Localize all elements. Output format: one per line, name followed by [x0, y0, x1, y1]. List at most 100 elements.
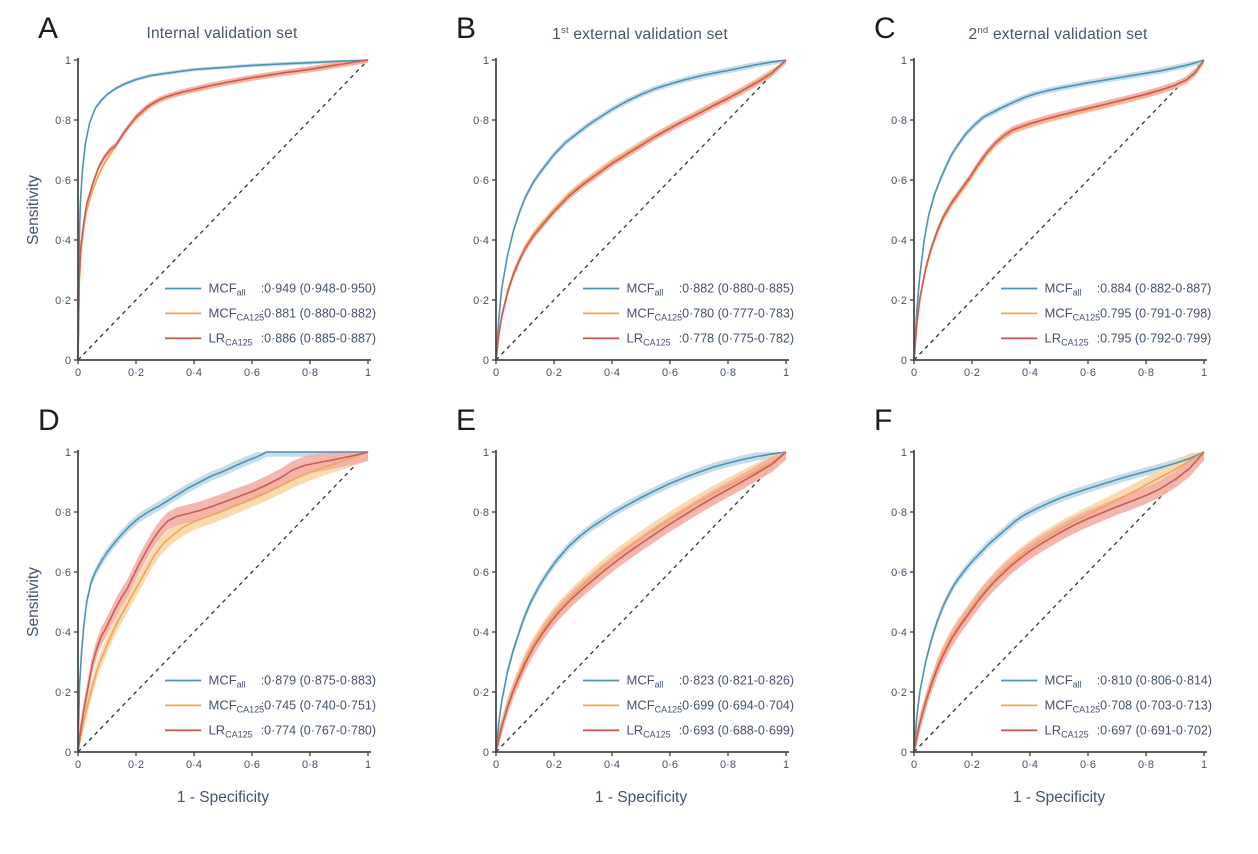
legend-label-base: LR — [627, 722, 644, 737]
legend-auc-value-mcf_ca125: :0·708 (0·703-0·713) — [1097, 698, 1212, 712]
legend-label-base: MCF — [627, 673, 655, 688]
legend-label-mcf_all: MCFall — [209, 673, 246, 690]
legend: MCFall:0.884 (0·882-0·887)MCFCA125:0.795… — [1001, 281, 1212, 347]
legend-auc-value-mcf_ca125: :0·745 (0·740-0·751) — [261, 698, 376, 712]
x-tick-label: 0·2 — [128, 367, 144, 379]
x-tick-label: 0 — [493, 367, 499, 379]
y-tick-label: 0·8 — [55, 507, 71, 519]
ci-band-mcf_ca125 — [78, 452, 368, 752]
legend-label-lr_ca125: LRCA125 — [1045, 722, 1089, 739]
legend-label-mcf_all: MCFall — [209, 281, 246, 298]
axes — [77, 450, 371, 753]
legend: MCFall:0·882 (0·880-0·885)MCFCA125:0·780… — [583, 281, 794, 347]
diagonal-reference-line — [495, 59, 787, 361]
legend-label-mcf_all: MCFall — [1045, 673, 1082, 690]
diagonal-reference-line — [77, 59, 369, 361]
legend-label-subscript: CA125 — [643, 729, 671, 739]
y-tick-label: 0·6 — [891, 175, 907, 187]
legend-auc-value-lr_ca125: :0·778 (0·775-0·782) — [679, 331, 794, 345]
y-tick-label: 0·2 — [473, 687, 489, 699]
x-tick-label: 0·8 — [302, 367, 318, 379]
roc-plot-f: 00 0·2 0·2 0·4 0·4 0·6 0·6 0·8 0·8 1 1 1 - Specific… — [891, 447, 1212, 806]
legend-auc-value-lr_ca125: :0·886 (0·885-0·887) — [261, 331, 376, 345]
y-tick-label: 0·6 — [891, 567, 907, 579]
panel-letter: D — [38, 404, 60, 437]
legend-label-lr_ca125: LRCA125 — [209, 330, 253, 347]
y-tick-label: 0·8 — [891, 115, 907, 127]
panel-e: E 0 0 0·2 0·2 0·4 0·4 0·6 0·6 0·8 0·8 1 1 1 - Specifi… — [440, 404, 840, 816]
y-tick-label: 1 — [901, 447, 907, 459]
roc-curve-mcf_all — [77, 451, 368, 753]
roc-plot-d: 00 0·2 0·2 0·4 0·4 0·6 0·6 0·8 0·8 1 1 Sensitivity 1… — [25, 447, 376, 806]
title-text: 2 — [968, 26, 978, 44]
axes — [495, 58, 789, 361]
y-tick-label: 0·6 — [55, 175, 71, 187]
legend-auc-value-mcf_ca125: :0·699 (0·694-0·704) — [679, 698, 794, 712]
title-superscript: st — [560, 25, 569, 36]
panel-header: F — [858, 404, 1258, 442]
roc-figure: A Internal validation set 0 0 0·2 0·2 0·4 0·4 0·… — [22, 12, 1258, 816]
figure-row-top: A Internal validation set 0 0 0·2 0·2 0·4 0·4 0·… — [22, 12, 1258, 388]
title-text: Internal validation set — [146, 25, 298, 42]
legend-label-subscript: CA125 — [643, 337, 671, 347]
roc-curve-mcf_all — [495, 451, 787, 753]
roc-curve-mcf_ca125 — [495, 451, 787, 753]
legend-auc-value-lr_ca125: :0·697 (0·691-0·702) — [1097, 723, 1212, 737]
legend: MCFall:0·823 (0·821-0·826)MCFCA125:0·699… — [583, 673, 794, 739]
legend-label-subscript: CA125 — [1061, 729, 1089, 739]
x-tick-label: 0·8 — [302, 759, 318, 771]
legend-label-base: LR — [1045, 330, 1062, 345]
title-text: 1 — [552, 26, 561, 44]
x-tick-label: 0·8 — [720, 367, 736, 379]
roc-curve-lr_ca125 — [913, 59, 1205, 361]
legend-auc-value-mcf_all: :0·879 (0·875-0·883) — [261, 674, 376, 688]
diagonal-reference-line — [913, 451, 1205, 753]
y-tick-label: 0·6 — [55, 567, 71, 579]
x-tick-label: 1 — [1201, 367, 1207, 379]
legend-label-lr_ca125: LRCA125 — [627, 330, 671, 347]
axes — [77, 58, 371, 361]
y-tick-label: 0 — [65, 355, 71, 367]
legend-label-base: LR — [1045, 722, 1062, 737]
y-tick-label: 0·2 — [891, 687, 907, 699]
x-tick-label: 0·4 — [1022, 367, 1038, 379]
legend-label-subscript: CA125 — [1061, 337, 1089, 347]
x-tick-label: 0 — [911, 759, 917, 771]
legend-auc-value-mcf_ca125: :0.795 (0·791-0·798) — [1097, 306, 1212, 320]
y-tick-label: 0·2 — [891, 295, 907, 307]
x-tick-label: 0·6 — [244, 759, 260, 771]
panel-letter: A — [38, 12, 59, 45]
panel-header: A Internal validation set — [22, 12, 422, 50]
legend-label-subscript: CA125 — [225, 729, 253, 739]
x-tick-label: 1 — [783, 759, 789, 771]
legend-auc-value-lr_ca125: :0·774 (0·767-0·780) — [261, 723, 376, 737]
x-tick-label: 0 — [493, 759, 499, 771]
roc-curve-mcf_ca125 — [77, 451, 369, 753]
x-tick-label: 0·2 — [546, 367, 562, 379]
legend-label-base: MCF — [1045, 281, 1073, 296]
roc-curve-lr_ca125 — [495, 451, 787, 753]
y-tick-label: 0 — [901, 355, 907, 367]
x-tick-label: 0·6 — [1080, 367, 1096, 379]
panel-letter: B — [456, 12, 477, 45]
legend-label-subscript: CA125 — [1073, 312, 1101, 322]
diagonal-reference-line — [913, 59, 1205, 361]
x-tick-label: 0 — [75, 759, 81, 771]
legend-label-base: MCF — [209, 697, 237, 712]
y-tick-label: 0 — [483, 355, 489, 367]
x-tick-label: 0·6 — [244, 367, 260, 379]
y-tick-label: 0·4 — [55, 627, 71, 639]
panel-header: E — [440, 404, 840, 442]
panel-f: F 0 0 0·2 0·2 0·4 0·4 0·6 0·6 0·8 0·8 1 1 1 - Specifi… — [858, 404, 1258, 816]
x-tick-label: 0·6 — [662, 367, 678, 379]
roc-curve-lr_ca125 — [495, 59, 787, 361]
x-tick-label: 0·4 — [1022, 759, 1038, 771]
legend-label-mcf_ca125: MCFCA125 — [627, 697, 683, 714]
legend-label-base: MCF — [209, 281, 237, 296]
legend-label-base: MCF — [627, 697, 655, 712]
panel-b: B 1st external validation set 0 0 0·2 0·2 0·4 0… — [440, 12, 840, 388]
x-tick-label: 0 — [75, 367, 81, 379]
y-tick-label: 0·2 — [55, 295, 71, 307]
legend-label-base: LR — [627, 330, 644, 345]
legend-label-subscript: all — [237, 288, 246, 298]
